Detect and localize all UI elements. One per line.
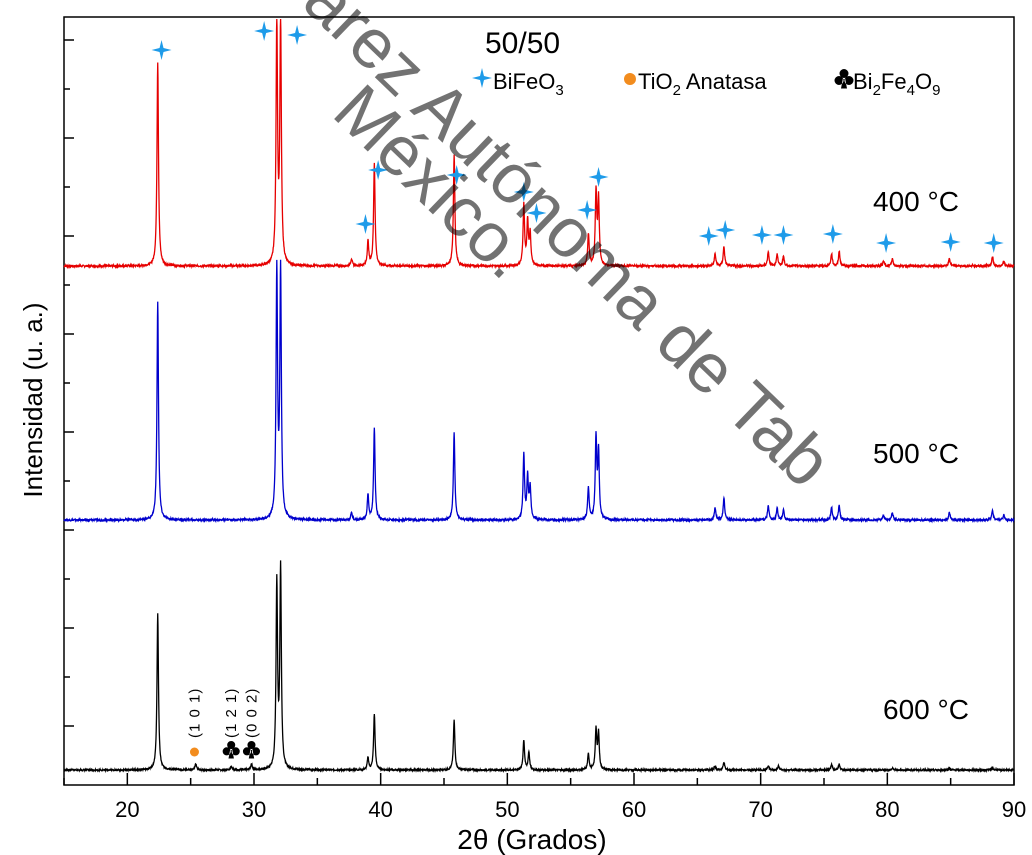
legend-label-bi2fe4o9: Bi2Fe4O9 bbox=[853, 69, 940, 99]
star-icon bbox=[715, 220, 736, 240]
star-icon bbox=[355, 214, 376, 234]
club-icon bbox=[222, 740, 240, 759]
star-icon bbox=[773, 225, 794, 245]
legend-item-bi2fe4o9: Bi2Fe4O9 bbox=[834, 69, 940, 99]
legend-label-tio2: TiO2 Anatasa bbox=[638, 69, 767, 99]
star-icon bbox=[254, 21, 275, 41]
hkl-label: (0 0 2) bbox=[243, 688, 260, 738]
legend-label-bifeo3: BiFeO3 bbox=[493, 69, 564, 99]
x-axis-label: 2θ (Grados) bbox=[457, 824, 606, 855]
star-icon bbox=[822, 224, 843, 244]
phase-markers-600: (1 0 1) (1 2 1) (0 0 2) bbox=[186, 688, 260, 759]
star-icon bbox=[287, 25, 308, 45]
plot-frame bbox=[63, 16, 1015, 786]
x-tick-label: 80 bbox=[875, 797, 899, 822]
star-icon bbox=[876, 233, 897, 253]
star-icon bbox=[526, 203, 547, 223]
legend-item-bifeo3: BiFeO3 bbox=[472, 68, 564, 99]
series-label-600: 600 °C bbox=[883, 694, 969, 725]
x-tick-label: 90 bbox=[1002, 797, 1026, 822]
x-tick-label: 20 bbox=[115, 797, 139, 822]
circle-icon bbox=[624, 73, 636, 85]
star-icon bbox=[940, 232, 961, 252]
series-line-600 bbox=[63, 560, 1015, 774]
legend-item-tio2: TiO2 Anatasa bbox=[624, 69, 767, 99]
star-icon bbox=[698, 226, 719, 246]
x-tick-label: 60 bbox=[622, 797, 646, 822]
club-icon bbox=[242, 740, 261, 759]
circle-icon bbox=[189, 747, 199, 757]
star-icon bbox=[151, 40, 172, 60]
star-icon bbox=[577, 200, 598, 220]
star-icon bbox=[983, 233, 1004, 253]
chart-title: 50/50 bbox=[485, 27, 560, 60]
series-line-500 bbox=[63, 259, 1015, 524]
x-tick-label: 50 bbox=[495, 797, 519, 822]
star-icon bbox=[446, 165, 467, 185]
series-label-400: 400 °C bbox=[873, 186, 959, 217]
club-icon bbox=[834, 69, 854, 89]
bifeo3-peak-markers bbox=[151, 21, 1004, 253]
star-icon bbox=[751, 225, 772, 245]
y-axis-label: Intensidad (u. a.) bbox=[18, 302, 48, 497]
y-axis-ticks bbox=[64, 39, 74, 727]
legend: BiFeO3 TiO2 Anatasa Bi2Fe4O9 bbox=[472, 68, 940, 99]
series-label-500: 500 °C bbox=[873, 438, 959, 469]
star-icon bbox=[368, 160, 389, 180]
x-axis-ticks: 20 30 40 50 60 70 80 90 bbox=[63, 773, 1026, 822]
hkl-label: (1 2 1) bbox=[223, 688, 240, 738]
x-tick-label: 40 bbox=[368, 797, 392, 822]
x-tick-label: 30 bbox=[242, 797, 266, 822]
hkl-label: (1 0 1) bbox=[186, 688, 203, 738]
star-icon bbox=[513, 182, 534, 202]
series-line-400 bbox=[63, 18, 1015, 270]
star-icon bbox=[472, 68, 492, 88]
star-icon bbox=[588, 167, 609, 187]
series-group bbox=[63, 18, 1015, 774]
x-tick-label: 70 bbox=[748, 797, 772, 822]
